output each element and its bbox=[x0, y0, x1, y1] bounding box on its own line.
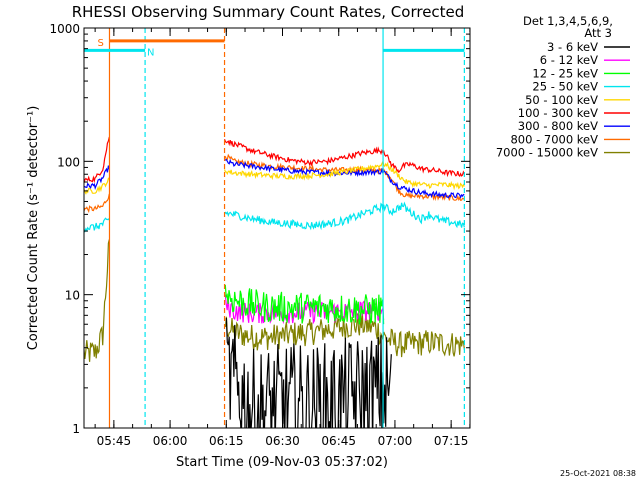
chart-title: RHESSI Observing Summary Count Rates, Co… bbox=[72, 3, 465, 21]
x-tick-label-1: 06:00 bbox=[153, 434, 188, 448]
legend-label-5: 100 - 300 keV bbox=[518, 106, 598, 120]
y-axis-label: Corrected Count Rate (s⁻¹ detector⁻¹) bbox=[26, 106, 41, 351]
legend-label-6: 300 - 800 keV bbox=[518, 119, 598, 133]
legend-label-8: 7000 - 15000 keV bbox=[496, 146, 598, 160]
timestamp: 25-Oct-2021 08:38 bbox=[560, 469, 636, 478]
y-tick-label-0: 1 bbox=[72, 422, 80, 436]
y-tick-label-1: 10 bbox=[65, 289, 80, 303]
legend-label-3: 25 - 50 keV bbox=[532, 80, 598, 94]
x-tick-label-0: 05:45 bbox=[97, 434, 132, 448]
series-line-3 bbox=[84, 201, 465, 233]
legend-header-line-2: Att 3 bbox=[584, 26, 612, 40]
legend-label-0: 3 - 6 keV bbox=[547, 40, 598, 54]
flag-label-0: S bbox=[97, 38, 103, 49]
x-tick-label-5: 07:00 bbox=[378, 434, 413, 448]
plot-area: SN bbox=[84, 28, 465, 428]
plot-frame bbox=[83, 27, 471, 429]
series-line-5 bbox=[84, 136, 465, 184]
legend-label-1: 6 - 12 keV bbox=[540, 53, 598, 67]
series-line-6 bbox=[84, 158, 465, 199]
x-tick-label-2: 06:15 bbox=[209, 434, 244, 448]
legend-label-2: 12 - 25 keV bbox=[532, 66, 598, 80]
series-line-0 bbox=[225, 317, 392, 428]
x-tick-label-3: 06:30 bbox=[265, 434, 300, 448]
y-tick-label-3: 1000 bbox=[49, 22, 80, 36]
x-tick-label-6: 07:15 bbox=[434, 434, 469, 448]
y-axis: 1 10 100 1000 bbox=[49, 22, 470, 436]
x-axis-label: Start Time (09-Nov-03 05:37:02) bbox=[176, 455, 388, 470]
series-line-4 bbox=[84, 159, 465, 195]
series-line-2 bbox=[224, 284, 385, 325]
series-group bbox=[84, 136, 465, 428]
series-line-8 bbox=[84, 239, 465, 362]
y-tick-label-2: 100 bbox=[57, 155, 80, 169]
flag-label-1: N bbox=[147, 47, 154, 58]
x-tick-label-4: 06:45 bbox=[321, 434, 356, 448]
legend-header-line-1: Det 1,3,4,5,6,9, bbox=[523, 14, 613, 28]
legend-label-4: 50 - 100 keV bbox=[525, 93, 598, 107]
legend-label-7: 800 - 7000 keV bbox=[510, 132, 598, 146]
x-axis: 05:45 06:00 06:15 06:30 06:45 07:00 07:15 bbox=[94, 28, 471, 448]
